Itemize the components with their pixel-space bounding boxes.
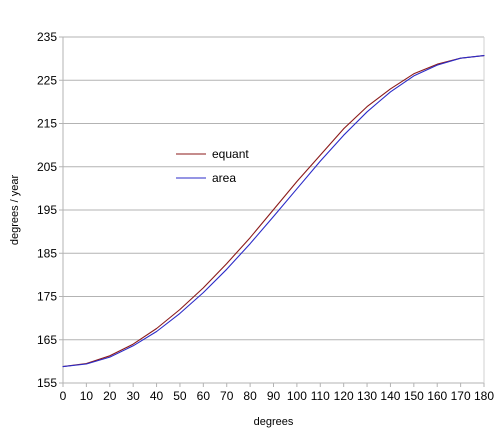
series-line-equant [62,55,485,368]
y-tick-label: 205 [37,160,57,174]
series-line-area [62,55,485,368]
x-tick-label: 130 [357,389,377,403]
x-tick-label: 20 [103,389,117,403]
legend-label-equant: equant [212,147,249,161]
legend-label-area: area [212,171,236,185]
x-tick-label: 60 [197,389,211,403]
x-tick-label: 90 [267,389,281,403]
x-tick-label: 10 [80,389,94,403]
x-axis-title: degrees [254,416,294,428]
x-tick-label: 180 [474,389,494,403]
x-tick-label: 50 [173,389,187,403]
y-tick-label: 235 [37,30,57,44]
x-tick-label: 120 [334,389,354,403]
y-tick-label: 155 [37,376,57,390]
x-tick-label: 30 [126,389,140,403]
y-tick-label: 175 [37,290,57,304]
y-tick-label: 195 [37,203,57,217]
y-tick-label: 165 [37,333,57,347]
series-lines [62,55,485,368]
x-tick-label: 80 [243,389,257,403]
x-tick-label: 150 [404,389,424,403]
y-tick-label: 185 [37,246,57,260]
tick-labels: 155 165 175 185 195 205 215 225 235 0 10 20 30 40 50 60… [37,30,494,403]
legend: equant area [176,147,249,185]
x-tick-label: 70 [220,389,234,403]
x-tick-label: 140 [380,389,400,403]
x-tick-label: 100 [287,389,307,403]
y-axis-title: degrees / year [9,175,21,246]
x-tick-label: 0 [60,389,67,403]
x-tick-label: 160 [427,389,447,403]
axes [59,36,485,387]
x-tick-label: 170 [451,389,471,403]
y-tick-label: 225 [37,73,57,87]
x-tick-label: 40 [150,389,164,403]
x-tick-label: 110 [311,389,330,403]
y-tick-label: 215 [37,117,57,131]
